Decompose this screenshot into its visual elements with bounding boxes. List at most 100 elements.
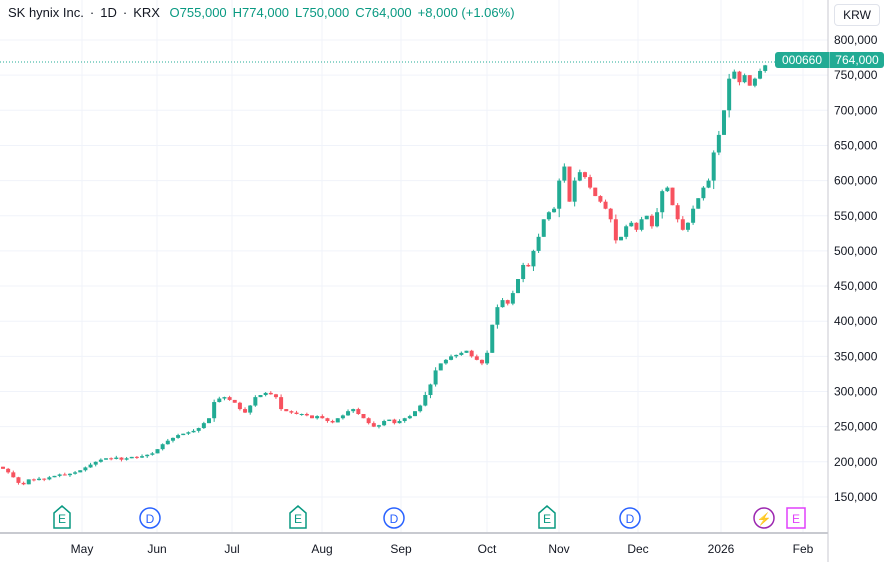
candle xyxy=(521,262,526,283)
earnings-event-icon[interactable]: E xyxy=(53,505,71,529)
candle-body xyxy=(752,78,757,86)
candle-body xyxy=(742,75,747,83)
price-tick: 650,000 xyxy=(834,138,878,152)
candle xyxy=(31,478,36,482)
candle-body xyxy=(186,432,191,434)
candle xyxy=(217,396,222,403)
candle-body xyxy=(737,71,742,83)
candle-body xyxy=(397,421,402,424)
candle xyxy=(351,408,356,413)
candle-body xyxy=(124,458,129,460)
price-tick: 550,000 xyxy=(834,209,878,223)
candle xyxy=(438,363,443,371)
candle-body xyxy=(212,402,217,419)
candle-body xyxy=(747,75,752,86)
candle xyxy=(181,433,186,436)
candle xyxy=(413,411,417,417)
candle xyxy=(758,68,763,80)
candle-body xyxy=(165,440,170,445)
candle xyxy=(660,189,665,219)
currency-button[interactable]: KRW xyxy=(834,4,880,26)
candle xyxy=(644,215,649,220)
time-tick: Nov xyxy=(548,542,569,556)
candle-body xyxy=(644,215,649,220)
candle xyxy=(670,187,675,206)
candle xyxy=(624,224,629,240)
candle xyxy=(392,418,397,425)
time-tick: Jul xyxy=(224,542,239,556)
news-event-icon[interactable]: ⚡ xyxy=(753,507,775,529)
candle-body xyxy=(155,449,160,454)
candle-body xyxy=(608,208,613,220)
candle xyxy=(500,298,505,308)
candle xyxy=(516,279,520,294)
candle xyxy=(212,399,217,422)
earnings-upcoming-event-icon[interactable]: E xyxy=(786,507,806,529)
candle-body xyxy=(109,458,114,460)
candle xyxy=(763,64,768,73)
interval: 1D xyxy=(100,5,117,20)
candle xyxy=(722,110,726,135)
candle xyxy=(37,476,42,481)
candle xyxy=(263,392,268,397)
candle-body xyxy=(310,415,314,419)
candle xyxy=(737,70,742,86)
candle xyxy=(526,263,531,267)
candle xyxy=(443,358,448,365)
symbol-legend: SK hynix Inc. · 1D · KRX O755,000 H774,000 L75… xyxy=(8,5,521,20)
earnings-event-icon[interactable]: E xyxy=(538,505,556,529)
candle-body xyxy=(479,359,484,364)
time-tick: Dec xyxy=(627,542,648,556)
candle xyxy=(680,216,685,231)
candle xyxy=(21,481,26,486)
candle-body xyxy=(418,405,423,412)
candle-body xyxy=(629,222,634,227)
dividend-event-icon[interactable]: D xyxy=(619,507,641,529)
candle xyxy=(186,431,191,435)
price-tick: 150,000 xyxy=(834,490,878,504)
price-tick: 800,000 xyxy=(834,33,878,47)
candle-body xyxy=(196,428,201,431)
candle xyxy=(742,73,747,84)
candle xyxy=(557,178,562,218)
time-axis[interactable]: May Jun Jul Aug Sep Oct Nov Dec 2026 Feb xyxy=(71,542,814,556)
earnings-event-icon[interactable]: E xyxy=(289,505,307,529)
candle xyxy=(176,433,181,439)
candle xyxy=(253,395,258,407)
candle-body xyxy=(382,421,387,426)
candle xyxy=(165,438,170,445)
candle-body xyxy=(680,219,685,230)
svg-text:D: D xyxy=(390,512,399,526)
candle-body xyxy=(567,166,572,202)
candle xyxy=(273,393,278,399)
price-axis[interactable]: 800,000 750,000 700,000 650,000 600,000 550,0… xyxy=(834,33,878,504)
candle-body xyxy=(145,454,150,457)
candle-body xyxy=(696,198,701,209)
separator: · xyxy=(122,5,128,20)
candle-body xyxy=(371,423,376,427)
candle-body xyxy=(181,433,186,436)
candle-body xyxy=(191,430,196,433)
candle xyxy=(639,216,644,232)
candle-body xyxy=(294,412,299,414)
dividend-event-icon[interactable]: D xyxy=(139,507,161,529)
candle-body xyxy=(732,71,737,79)
price-label-value: 764,000 xyxy=(835,53,879,67)
candle xyxy=(73,471,78,475)
candle-body xyxy=(31,479,36,481)
candle xyxy=(433,367,438,387)
symbol-name[interactable]: SK hynix Inc. xyxy=(8,5,84,20)
price-tick: 350,000 xyxy=(834,349,878,363)
candle xyxy=(510,290,515,306)
candle xyxy=(134,456,139,459)
candle xyxy=(16,476,21,485)
candle-body xyxy=(423,395,428,406)
candle xyxy=(685,222,690,232)
dividend-event-icon[interactable]: D xyxy=(383,507,405,529)
candle xyxy=(78,470,83,473)
candle-body xyxy=(129,456,134,459)
candle-body xyxy=(201,423,206,429)
candle-body xyxy=(449,356,454,360)
separator: · xyxy=(89,5,95,20)
